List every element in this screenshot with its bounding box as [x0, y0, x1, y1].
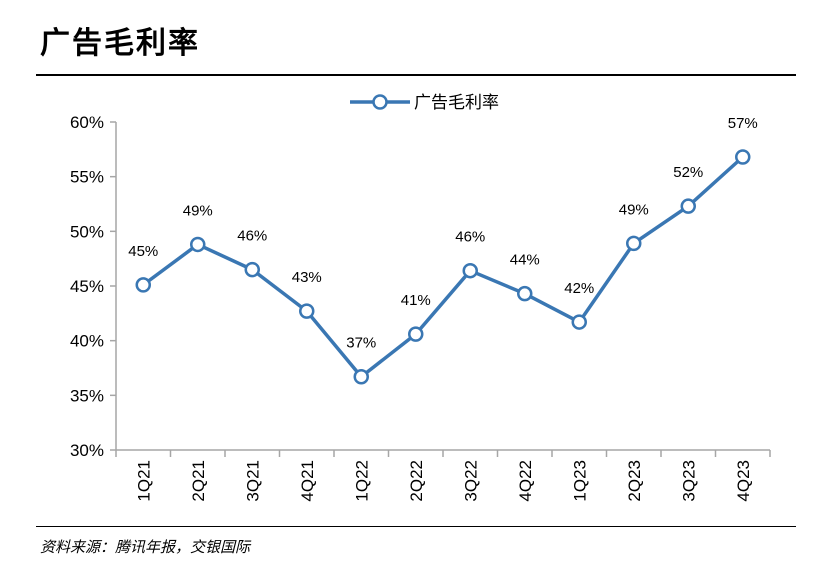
data-point	[462, 262, 478, 279]
x-tick-label: 4Q22	[516, 460, 535, 502]
data-point	[571, 314, 587, 330]
data-point	[299, 303, 315, 319]
y-tick-label: 60%	[70, 113, 104, 132]
data-label: 44%	[510, 252, 540, 269]
data-point	[135, 277, 151, 293]
y-tick-label: 35%	[70, 386, 104, 405]
x-tick-label: 1Q23	[570, 460, 589, 502]
data-point	[735, 149, 751, 165]
legend-marker	[372, 94, 388, 110]
data-label: 49%	[183, 202, 213, 219]
data-point	[626, 235, 642, 252]
data-point	[190, 236, 206, 253]
data-point	[244, 261, 260, 278]
data-label: 46%	[455, 229, 485, 246]
data-label: 45%	[128, 243, 158, 260]
x-tick-label: 1Q21	[134, 460, 153, 502]
data-point	[680, 198, 696, 214]
data-label: 42%	[564, 280, 594, 297]
data-label: 46%	[237, 228, 267, 245]
data-point	[408, 326, 424, 342]
title-divider	[36, 74, 796, 76]
y-tick-label: 30%	[70, 441, 104, 460]
data-point	[517, 285, 533, 302]
y-tick-label: 55%	[70, 168, 104, 187]
x-tick-label: 4Q21	[298, 460, 317, 502]
x-tick-label: 1Q22	[352, 460, 371, 502]
footer-divider	[36, 526, 796, 527]
x-tick-label: 3Q21	[243, 460, 262, 502]
data-label: 43%	[292, 269, 322, 286]
y-tick-label: 50%	[70, 222, 104, 241]
data-label: 52%	[673, 164, 703, 181]
page-title: 广告毛利率	[40, 26, 200, 61]
series-line	[142, 155, 744, 379]
y-tick-label: 40%	[70, 332, 104, 351]
x-tick-label: 3Q23	[679, 460, 698, 502]
data-label: 57%	[728, 115, 758, 132]
data-label: 41%	[401, 292, 431, 309]
x-tick-label: 2Q23	[625, 460, 644, 502]
data-label: 49%	[619, 201, 649, 218]
x-tick-label: 3Q22	[461, 460, 480, 502]
x-tick-label: 2Q22	[407, 460, 426, 502]
source-note: 资料来源：腾讯年报，交银国际	[40, 538, 251, 556]
legend-label: 广告毛利率	[414, 93, 499, 113]
x-tick-label: 4Q23	[734, 460, 753, 502]
x-tick-label: 2Q21	[189, 460, 208, 502]
y-tick-label: 45%	[70, 277, 104, 296]
data-point	[353, 368, 369, 385]
data-label: 37%	[346, 335, 376, 352]
